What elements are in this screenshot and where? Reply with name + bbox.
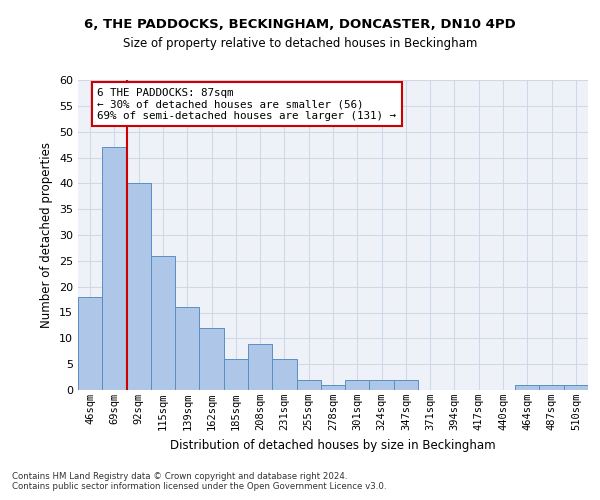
Text: 6, THE PADDOCKS, BECKINGHAM, DONCASTER, DN10 4PD: 6, THE PADDOCKS, BECKINGHAM, DONCASTER, … <box>84 18 516 30</box>
Bar <box>102 147 127 390</box>
X-axis label: Distribution of detached houses by size in Beckingham: Distribution of detached houses by size … <box>170 438 496 452</box>
Y-axis label: Number of detached properties: Number of detached properties <box>40 142 53 328</box>
Bar <box>296 380 321 390</box>
Bar <box>370 380 394 390</box>
Bar <box>394 380 418 390</box>
Text: Contains HM Land Registry data © Crown copyright and database right 2024.: Contains HM Land Registry data © Crown c… <box>12 472 347 481</box>
Bar <box>78 297 102 390</box>
Bar <box>199 328 224 390</box>
Bar <box>272 359 296 390</box>
Bar <box>564 385 588 390</box>
Bar <box>175 308 199 390</box>
Text: Size of property relative to detached houses in Beckingham: Size of property relative to detached ho… <box>123 38 477 51</box>
Bar <box>151 256 175 390</box>
Text: Contains public sector information licensed under the Open Government Licence v3: Contains public sector information licen… <box>12 482 386 491</box>
Text: 6 THE PADDOCKS: 87sqm
← 30% of detached houses are smaller (56)
69% of semi-deta: 6 THE PADDOCKS: 87sqm ← 30% of detached … <box>97 88 397 121</box>
Bar <box>345 380 370 390</box>
Bar <box>224 359 248 390</box>
Bar <box>539 385 564 390</box>
Bar <box>248 344 272 390</box>
Bar <box>127 184 151 390</box>
Bar <box>515 385 539 390</box>
Bar <box>321 385 345 390</box>
